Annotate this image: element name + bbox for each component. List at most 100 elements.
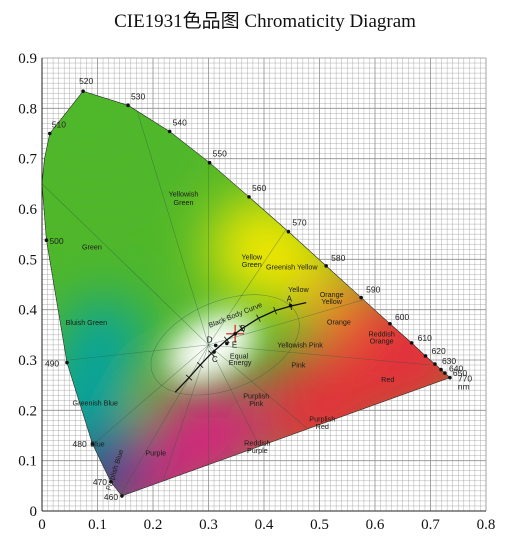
wavelength-dot xyxy=(207,160,212,165)
region-label: Red xyxy=(316,422,329,431)
illuminant-dot xyxy=(213,343,218,348)
wavelength-markers: 460 470 480 490 500 510 520 530 540 550 560 570 580 5… xyxy=(44,76,472,502)
y-tick-label: 0.1 xyxy=(18,454,37,470)
y-tick-label: 0.9 xyxy=(18,51,37,67)
x-tick-label: 0.3 xyxy=(199,517,218,533)
y-tick-label: 0.4 xyxy=(18,303,37,319)
illuminant-label: C xyxy=(212,355,218,364)
wavelength-label: 620 xyxy=(432,346,446,356)
region-label: Purple xyxy=(247,446,268,455)
region-label: Yellow xyxy=(242,252,263,261)
wavelength-label: 550 xyxy=(213,149,227,159)
illuminant-label: E xyxy=(232,340,237,349)
wavelength-label: 510 xyxy=(52,120,66,130)
illuminant-dot xyxy=(212,350,216,354)
wavelength-dot xyxy=(120,494,124,498)
wavelength-label: 470 xyxy=(93,477,107,487)
x-tick-label: 0 xyxy=(38,517,46,533)
illuminant-dot xyxy=(225,341,229,346)
axes xyxy=(41,58,486,512)
wavelength-label: 480 xyxy=(73,439,87,449)
wavelength-label: 460 xyxy=(104,492,118,502)
region-label: Purplish xyxy=(243,391,269,400)
region-label: Orange xyxy=(327,317,351,326)
wavelength-dot xyxy=(286,229,291,234)
wavelength-label: 630 xyxy=(442,356,456,366)
region-label: Reddish xyxy=(368,329,394,338)
x-tick-label: 0.6 xyxy=(366,517,385,533)
wavelength-dot xyxy=(439,367,443,372)
region-label: Yellowish xyxy=(169,189,199,198)
illuminant-points: A B C D E xyxy=(207,295,293,364)
wavelength-dot xyxy=(44,238,49,243)
wavelength-dot xyxy=(167,129,172,134)
unit-label-nm: nm xyxy=(458,382,470,392)
wavelength-label: 540 xyxy=(173,117,187,127)
region-label: Green xyxy=(174,198,194,207)
region-label: Greenish Yellow xyxy=(266,262,318,271)
wavelength-dot xyxy=(359,295,363,300)
black-body-tick xyxy=(223,336,230,344)
illuminant-label: A xyxy=(287,295,293,304)
x-tick-label: 0.4 xyxy=(255,517,274,533)
region-label: Pink xyxy=(249,399,263,408)
y-tick-labels: 0 0.1 0.2 0.3 0.4 0.5 0.6 0.7 0.8 0.9 xyxy=(18,51,37,520)
wavelength-label: 570 xyxy=(292,218,306,228)
wavelength-dot xyxy=(126,103,130,108)
region-line xyxy=(208,228,287,346)
region-label: Yellowish Pink xyxy=(277,340,323,349)
wavelength-dot xyxy=(324,264,328,268)
wavelength-label: 610 xyxy=(418,333,432,343)
illuminant-dot xyxy=(233,332,237,336)
region-boundaries xyxy=(42,108,431,496)
region-label: Yellow xyxy=(288,285,309,294)
x-tick-label: 0.1 xyxy=(88,517,107,533)
wavelength-label: 490 xyxy=(45,359,59,369)
wavelength-label: 640 xyxy=(449,364,463,374)
region-line xyxy=(208,344,431,366)
region-label: Orange xyxy=(370,336,394,345)
wavelength-label: 590 xyxy=(366,285,380,295)
wavelength-dot xyxy=(443,371,447,375)
black-body-tick xyxy=(256,314,261,322)
illuminant-dot xyxy=(288,303,293,308)
region-label: Yellow xyxy=(321,297,342,306)
wavelength-dot xyxy=(47,131,52,136)
region-line xyxy=(136,108,209,345)
wavelength-dot xyxy=(65,360,69,365)
region-line xyxy=(119,344,209,496)
x-tick-label: 0.7 xyxy=(421,517,440,533)
y-tick-label: 0.3 xyxy=(18,353,37,369)
wavelength-label: 600 xyxy=(395,312,409,322)
wavelength-dot xyxy=(423,354,428,358)
wavelength-label: 650 xyxy=(453,368,467,378)
black-body-tick xyxy=(273,306,277,315)
wavelength-dot xyxy=(388,321,392,326)
region-line xyxy=(208,299,364,346)
region-line xyxy=(91,344,209,446)
region-label: Energy xyxy=(229,358,252,367)
illuminant-label: D xyxy=(207,335,213,344)
region-label: Reddish xyxy=(244,439,270,448)
wavelength-label: 530 xyxy=(131,91,145,101)
black-body-tick xyxy=(196,362,204,369)
wavelength-dot xyxy=(90,442,95,446)
chart-title: CIE1931色品图 Chromaticity Diagram xyxy=(114,10,416,32)
wavelength-dot xyxy=(433,362,437,366)
black-body-tick xyxy=(208,350,215,357)
wavelength-dot xyxy=(448,375,452,380)
wavelength-label: 560 xyxy=(252,183,266,193)
wavelength-label: 770 xyxy=(458,374,472,384)
wavelength-dot xyxy=(409,341,414,345)
y-tick-label: 0.6 xyxy=(18,202,37,218)
region-label: Equal xyxy=(230,351,249,360)
x-tick-label: 0.8 xyxy=(477,517,496,533)
wavelength-label: 500 xyxy=(49,236,63,246)
y-tick-label: 0.8 xyxy=(18,101,37,117)
black-body-tick xyxy=(239,325,245,333)
region-line xyxy=(42,183,209,346)
region-label: Purple xyxy=(145,449,166,458)
wavelength-dot xyxy=(109,480,113,484)
x-tick-labels: 0 0.1 0.2 0.3 0.4 0.5 0.6 0.7 0.8 xyxy=(38,517,495,533)
region-label: Green xyxy=(82,242,102,251)
